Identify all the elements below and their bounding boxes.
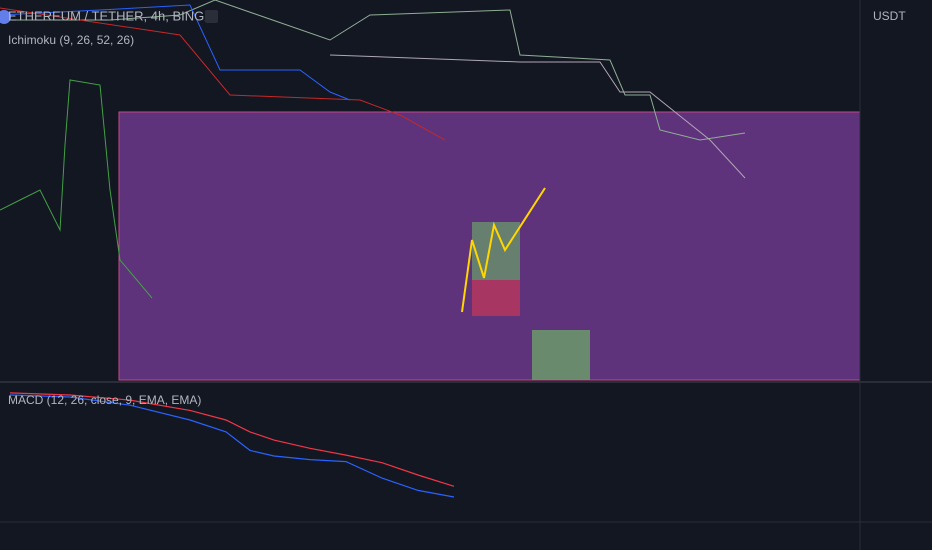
wave-path bbox=[461, 187, 546, 313]
chart-title: ETHEREUM / TETHER, 4h, BINGX bbox=[8, 8, 213, 23]
plot bbox=[0, 0, 746, 498]
ichimoku-line bbox=[329, 54, 746, 179]
ichimoku-line bbox=[0, 79, 153, 299]
macd-title: MACD (12, 26, close, 9, EMA, EMA) bbox=[8, 393, 201, 407]
projection-box bbox=[532, 330, 590, 380]
macd-line bbox=[9, 394, 455, 498]
signal-line bbox=[9, 392, 455, 487]
symbol-icon bbox=[0, 10, 11, 24]
ichimoku-line bbox=[0, 4, 351, 101]
indicator-title: Ichimoku (9, 26, 52, 26) bbox=[8, 33, 134, 47]
ichimoku-line bbox=[0, 7, 446, 141]
unit-label: USDT bbox=[873, 9, 906, 23]
stop-box bbox=[472, 280, 520, 316]
legend: ETHEREUM / TETHER, 4h, BINGX Ichimoku (9… bbox=[0, 8, 906, 407]
collapse-button[interactable] bbox=[205, 10, 218, 23]
ichimoku-line bbox=[0, 0, 746, 141]
